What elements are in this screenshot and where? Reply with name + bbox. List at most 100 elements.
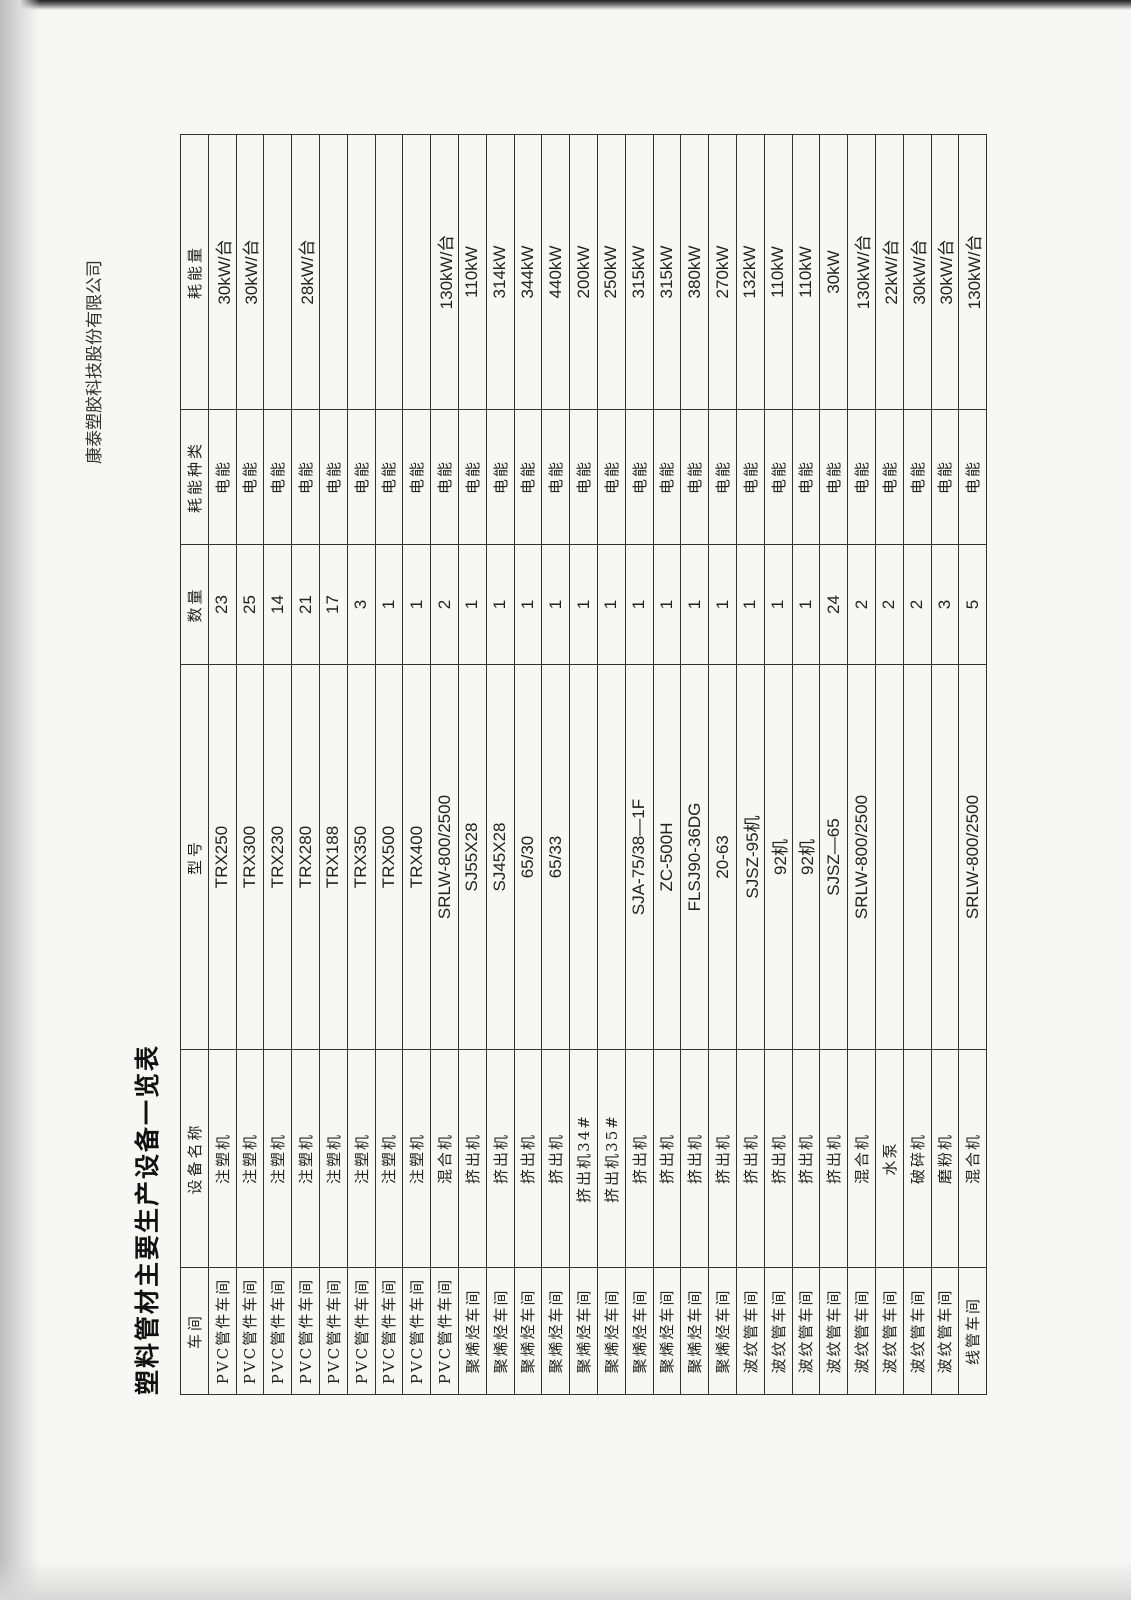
table-row: PVC管件车间 注塑机 TRX230 14 电能	[263, 134, 292, 1395]
energy-type-cell: 电能	[514, 409, 542, 545]
table-row: 聚烯烃车间 挤出机 FLSJ90-36DG 1 电能 380kW	[680, 134, 709, 1395]
equipment-name-cell: 注塑机	[236, 1049, 264, 1268]
model-cell: 92机	[792, 664, 820, 1050]
energy-type-cell: 电能	[903, 409, 932, 545]
energy-consumption-cell	[263, 134, 292, 410]
quantity-cell: 1	[708, 544, 737, 665]
equipment-name-cell: 注塑机	[208, 1049, 237, 1268]
workshop-cell: 波纹管车间	[903, 1267, 932, 1395]
quantity-cell: 14	[263, 544, 292, 665]
table-row: 波纹管车间 挤出机 92机 1 电能 110kW	[764, 134, 793, 1395]
workshop-cell: 波纹管车间	[847, 1267, 876, 1395]
quantity-cell: 1	[486, 544, 515, 665]
quantity-cell: 1	[625, 544, 654, 665]
model-cell: SRLW-800/2500	[847, 664, 876, 1050]
workshop-cell: PVC管件车间	[263, 1267, 292, 1395]
model-cell: TRX300	[236, 664, 264, 1050]
workshop-cell: 聚烯烃车间	[541, 1267, 570, 1395]
equipment-name-cell: 挤出机	[736, 1049, 765, 1268]
energy-consumption-cell	[375, 134, 403, 410]
table-row: 聚烯烃车间 挤出机35# 1 电能 250kW	[597, 134, 626, 1395]
workshop-cell: 聚烯烃车间	[458, 1267, 487, 1395]
model-cell: TRX500	[375, 664, 403, 1050]
equipment-name-cell: 挤出机	[458, 1049, 487, 1268]
quantity-cell: 24	[819, 544, 848, 665]
workshop-cell: 聚烯烃车间	[569, 1267, 598, 1395]
table-row: 波纹管车间 挤出机 SJSZ-95机 1 电能 132kW	[736, 134, 765, 1395]
equipment-name-cell: 挤出机	[541, 1049, 570, 1268]
table-row: 波纹管车间 磨粉机 3 电能 30kW/台	[931, 134, 959, 1395]
equipment-name-cell: 挤出机	[708, 1049, 737, 1268]
energy-type-cell: 电能	[402, 409, 431, 545]
energy-consumption-cell: 28kW/台	[291, 134, 320, 410]
energy-type-cell: 电能	[541, 409, 570, 545]
table-row: 聚烯烃车间 挤出机34# 1 电能 200kW	[569, 134, 598, 1395]
model-cell: 20-63	[708, 664, 737, 1050]
quantity-cell: 1	[680, 544, 709, 665]
energy-consumption-cell: 30kW	[819, 134, 848, 410]
quantity-cell: 1	[458, 544, 487, 665]
energy-type-cell: 电能	[375, 409, 403, 545]
energy-consumption-cell: 344kW	[514, 134, 542, 410]
workshop-cell: 波纹管车间	[819, 1267, 848, 1395]
energy-consumption-cell: 130kW/台	[430, 134, 459, 410]
equipment-name-cell: 挤出机	[514, 1049, 542, 1268]
workshop-cell: 波纹管车间	[764, 1267, 793, 1395]
workshop-cell: 聚烯烃车间	[486, 1267, 515, 1395]
energy-type-cell: 电能	[819, 409, 848, 545]
workshop-cell: PVC管件车间	[319, 1267, 348, 1395]
energy-type-cell: 电能	[430, 409, 459, 545]
model-cell: 65/30	[514, 664, 542, 1050]
equipment-name-cell: 注塑机	[263, 1049, 292, 1268]
table-row: PVC管件车间 注塑机 TRX400 1 电能	[402, 134, 431, 1395]
equipment-name-cell: 注塑机	[402, 1049, 431, 1268]
model-cell: SRLW-800/2500	[958, 664, 987, 1050]
energy-consumption-cell: 132kW	[736, 134, 765, 410]
equipment-name-cell: 挤出机	[486, 1049, 515, 1268]
table-row: 聚烯烃车间 挤出机 SJA-75/38—1F 1 电能 315kW	[625, 134, 654, 1395]
equipment-name-cell: 磨粉机	[931, 1049, 959, 1268]
quantity-cell: 25	[236, 544, 264, 665]
energy-consumption-cell: 110kW	[458, 134, 487, 410]
quantity-cell: 2	[847, 544, 876, 665]
table-row: 波纹管车间 挤出机 SJSZ—65 24 电能 30kW	[819, 134, 848, 1395]
model-cell: TRX350	[347, 664, 376, 1050]
energy-consumption-cell: 110kW	[764, 134, 793, 410]
energy-type-cell: 电能	[597, 409, 626, 545]
workshop-cell: PVC管件车间	[236, 1267, 264, 1395]
energy-consumption-cell	[319, 134, 348, 410]
model-cell: SJ55X28	[458, 664, 487, 1050]
energy-consumption-cell: 315kW	[653, 134, 681, 410]
table-row: 波纹管车间 混合机 SRLW-800/2500 2 电能 130kW/台	[847, 134, 876, 1395]
workshop-cell: 线管车间	[958, 1267, 987, 1395]
model-cell: 92机	[764, 664, 793, 1050]
equipment-name-cell: 混合机	[958, 1049, 987, 1268]
scan-edge-top	[0, 0, 1131, 10]
table-row: PVC管件车间 混合机 SRLW-800/2500 2 电能 130kW/台	[430, 134, 459, 1395]
workshop-cell: 聚烯烃车间	[597, 1267, 626, 1395]
header-equipment-name: 设备名称	[180, 1049, 209, 1268]
workshop-cell: PVC管件车间	[430, 1267, 459, 1395]
energy-consumption-cell: 30kW/台	[903, 134, 932, 410]
model-cell	[569, 664, 598, 1050]
energy-type-cell: 电能	[625, 409, 654, 545]
energy-type-cell: 电能	[792, 409, 820, 545]
equipment-name-cell: 混合机	[430, 1049, 459, 1268]
model-cell: TRX250	[208, 664, 237, 1050]
table-row: 波纹管车间 挤出机 92机 1 电能 110kW	[792, 134, 820, 1395]
equipment-name-cell: 挤出机	[653, 1049, 681, 1268]
workshop-cell: 波纹管车间	[931, 1267, 959, 1395]
quantity-cell: 1	[653, 544, 681, 665]
table-row: PVC管件车间 注塑机 TRX350 3 电能	[347, 134, 376, 1395]
table-row: 聚烯烃车间 挤出机 SJ55X28 1 电能 110kW	[458, 134, 487, 1395]
equipment-name-cell: 挤出机35#	[597, 1049, 626, 1268]
equipment-name-cell: 注塑机	[291, 1049, 320, 1268]
model-cell	[903, 664, 932, 1050]
model-cell: SJA-75/38—1F	[625, 664, 654, 1050]
workshop-cell: 聚烯烃车间	[680, 1267, 709, 1395]
quantity-cell: 3	[931, 544, 959, 665]
quantity-cell: 17	[319, 544, 348, 665]
energy-consumption-cell: 314kW	[486, 134, 515, 410]
table-row: PVC管件车间 注塑机 TRX500 1 电能	[375, 134, 403, 1395]
equipment-name-cell: 挤出机	[792, 1049, 820, 1268]
